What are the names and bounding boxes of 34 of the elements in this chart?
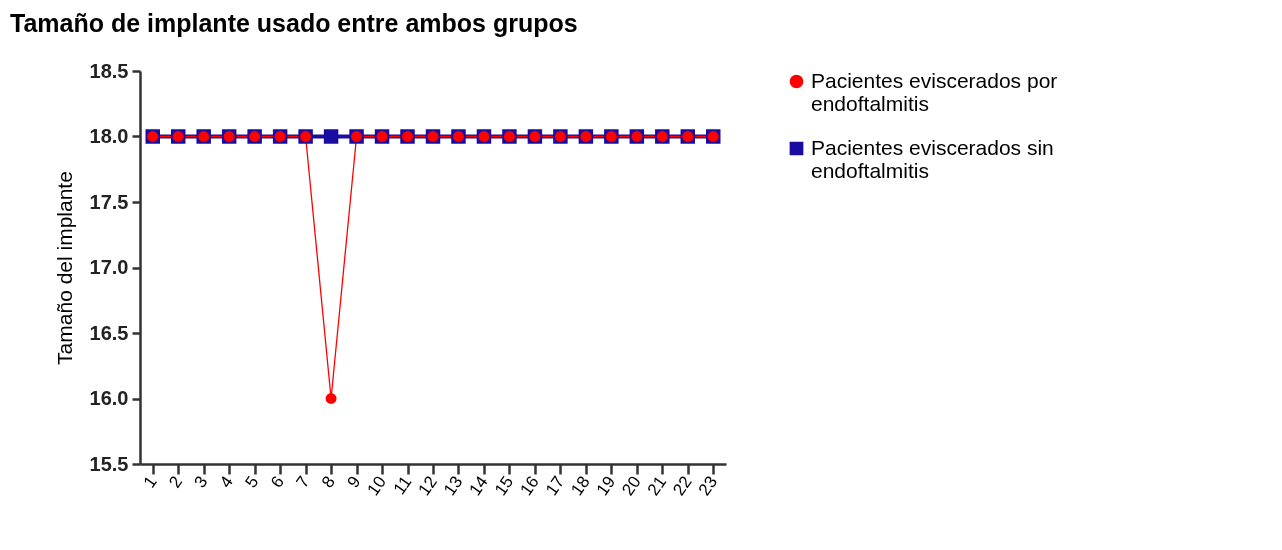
x-tick-label: 9 xyxy=(343,472,365,492)
y-tick-label: 17.0 xyxy=(89,256,129,278)
x-tick-label: 16 xyxy=(516,472,543,500)
chart-title: Tamaño de implante usado entre ambos grupos xyxy=(10,9,578,37)
x-tick-label: 20 xyxy=(618,472,645,500)
x-tick-label: 1 xyxy=(139,472,161,492)
x-tick-label: 12 xyxy=(414,472,441,500)
x-tick-label: 10 xyxy=(363,472,390,500)
x-tick-label: 23 xyxy=(694,472,722,500)
x-tick-label: 2 xyxy=(165,472,187,492)
y-tick-label: 16.5 xyxy=(89,321,129,344)
legend-label: Pacientes eviscerados sin endoftalmitis xyxy=(811,135,1054,182)
x-tick-label: 7 xyxy=(292,472,314,492)
x-tick-label: 8 xyxy=(317,472,339,492)
x-tick-label: 5 xyxy=(241,472,263,492)
x-tick-label: 22 xyxy=(669,472,696,500)
y-axis-title: Tamaño del implante xyxy=(52,171,76,365)
x-tick-label: 17 xyxy=(541,472,569,500)
x-tick-label: 13 xyxy=(439,472,467,500)
x-tick-label: 19 xyxy=(592,472,620,500)
x-tick-label: 3 xyxy=(190,472,212,492)
x-tick-label: 6 xyxy=(267,472,288,492)
x-tick-label: 21 xyxy=(643,472,671,500)
y-tick-label: 16.0 xyxy=(89,387,129,409)
x-tick-label: 14 xyxy=(465,472,492,500)
y-tick-label: 15.5 xyxy=(89,452,129,475)
y-tick-label: 18.0 xyxy=(89,125,129,147)
y-tick-label: 18.5 xyxy=(89,59,129,82)
legend-label: Pacientes eviscerados por endoftalmitis xyxy=(811,68,1058,115)
x-tick-label: 18 xyxy=(567,472,594,500)
x-tick-label: 4 xyxy=(216,472,238,492)
y-tick-label: 17.5 xyxy=(89,190,129,213)
x-tick-label: 11 xyxy=(389,472,416,499)
x-tick-label: 15 xyxy=(490,472,518,500)
